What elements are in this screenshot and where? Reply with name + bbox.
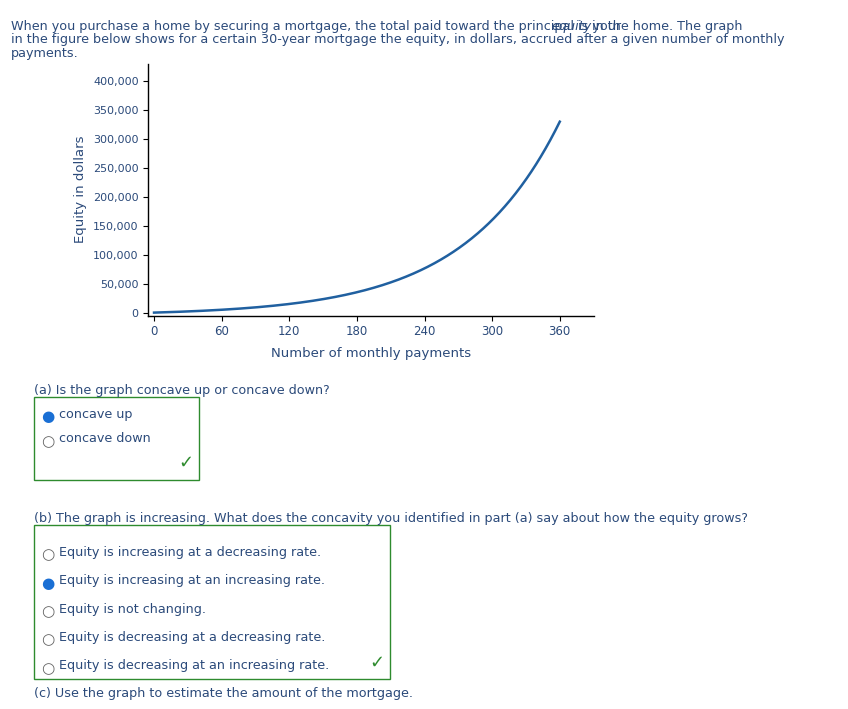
Text: equity: equity xyxy=(551,20,592,33)
Text: (b) The graph is increasing. What does the concavity you identified in part (a) : (b) The graph is increasing. What does t… xyxy=(34,512,748,525)
Text: Equity is decreasing at a decreasing rate.: Equity is decreasing at a decreasing rat… xyxy=(59,631,326,644)
Text: (a) Is the graph concave up or concave down?: (a) Is the graph concave up or concave d… xyxy=(34,384,330,397)
Text: ○: ○ xyxy=(41,661,54,676)
Text: Equity is not changing.: Equity is not changing. xyxy=(59,603,206,615)
Text: (c) Use the graph to estimate the amount of the mortgage.: (c) Use the graph to estimate the amount… xyxy=(34,687,413,700)
Text: concave down: concave down xyxy=(59,432,151,445)
Text: When you purchase a home by securing a mortgage, the total paid toward the princ: When you purchase a home by securing a m… xyxy=(11,20,625,33)
Y-axis label: Equity in dollars: Equity in dollars xyxy=(75,136,87,243)
Text: Equity is increasing at a decreasing rate.: Equity is increasing at a decreasing rat… xyxy=(59,546,321,559)
Text: concave up: concave up xyxy=(59,408,133,420)
Text: ✓: ✓ xyxy=(178,454,193,471)
Text: Equity is increasing at an increasing rate.: Equity is increasing at an increasing ra… xyxy=(59,574,326,587)
Text: ○: ○ xyxy=(41,632,54,647)
Text: ●: ● xyxy=(41,409,54,424)
Text: in the figure below shows for a certain 30-year mortgage the equity, in dollars,: in the figure below shows for a certain … xyxy=(11,33,784,46)
Text: ○: ○ xyxy=(41,434,54,449)
Text: ○: ○ xyxy=(41,604,54,619)
Text: Equity is decreasing at an increasing rate.: Equity is decreasing at an increasing ra… xyxy=(59,659,330,672)
X-axis label: Number of monthly payments: Number of monthly payments xyxy=(271,347,471,359)
Text: payments.: payments. xyxy=(11,47,79,60)
Text: ●: ● xyxy=(41,576,54,591)
Text: ✓: ✓ xyxy=(369,654,384,671)
Text: ○: ○ xyxy=(41,547,54,562)
Text: in the home. The graph: in the home. The graph xyxy=(588,20,742,33)
